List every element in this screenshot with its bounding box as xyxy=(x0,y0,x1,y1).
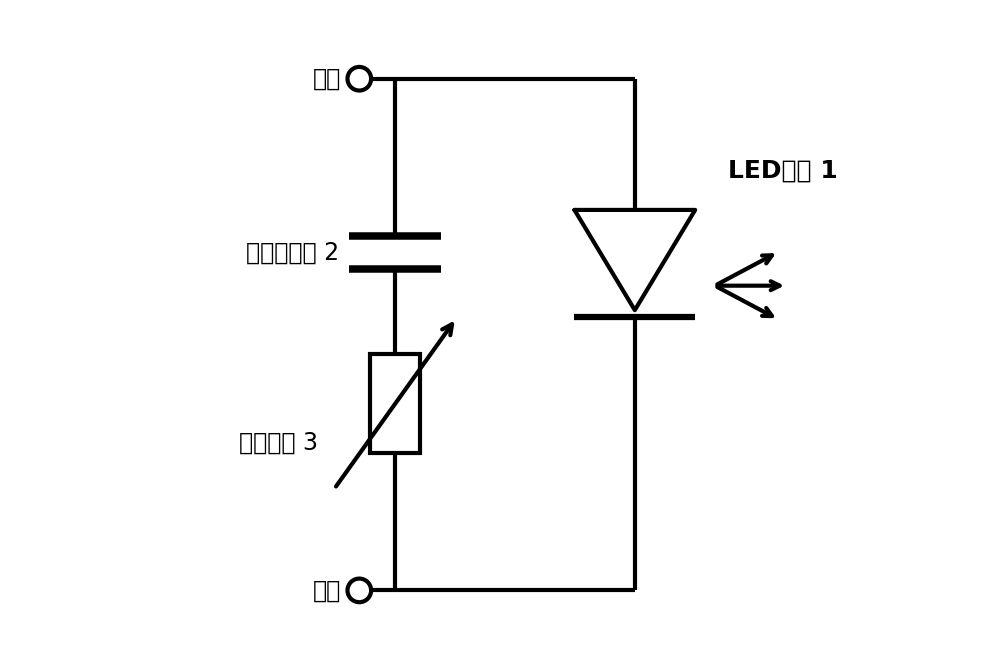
Text: 隔直流电容 2: 隔直流电容 2 xyxy=(246,241,339,264)
Text: 可调电阻 3: 可调电阻 3 xyxy=(239,431,318,455)
Text: 输入: 输入 xyxy=(313,67,341,91)
Text: 输出: 输出 xyxy=(313,579,341,602)
Bar xyxy=(371,354,420,453)
Text: LED器件 1: LED器件 1 xyxy=(728,159,838,182)
